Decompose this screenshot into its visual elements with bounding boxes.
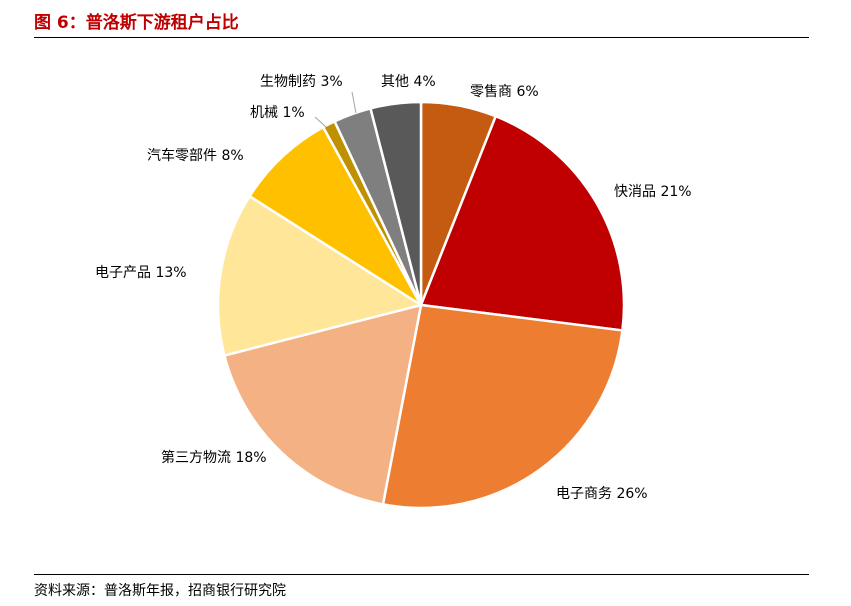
slice-label-5: 电子产品 13% xyxy=(95,265,187,281)
pie-slice-5 xyxy=(216,194,423,357)
slice-label-1: 零售商 6% xyxy=(470,84,539,100)
slice-label-4: 第三方物流 18% xyxy=(161,449,267,466)
slice-label-3: 电子商务 26% xyxy=(556,486,648,502)
pie-slice-4 xyxy=(223,303,423,506)
leader-line-8 xyxy=(351,91,357,114)
slice-label-8: 生物制药 3% xyxy=(260,74,343,90)
pie-slice-9 xyxy=(369,100,423,307)
source-note: 资料来源：普洛斯年报，招商银行研究院 xyxy=(34,583,286,599)
slice-label-2: 快消品 21% xyxy=(614,184,692,200)
pie-labels: 零售商 6% 快消品 21% 电子商务 26% 第三方物流 18% 电子产品 13% 汽车… xyxy=(95,74,692,502)
top-divider xyxy=(34,37,809,38)
pie-slices xyxy=(216,100,626,510)
pie-slice-2 xyxy=(419,115,626,332)
leader-lines xyxy=(314,91,357,128)
leader-line-7 xyxy=(314,116,327,128)
pie-slice-3 xyxy=(381,303,624,510)
pie-slice-6 xyxy=(248,125,423,307)
bottom-divider xyxy=(34,574,809,575)
slice-label-7: 机械 1% xyxy=(250,105,305,121)
chart-title: 图 6：普洛斯下游租户占比 xyxy=(34,13,239,33)
slice-label-6: 汽车零部件 8% xyxy=(147,147,244,164)
slice-label-9: 其他 4% xyxy=(381,74,436,90)
